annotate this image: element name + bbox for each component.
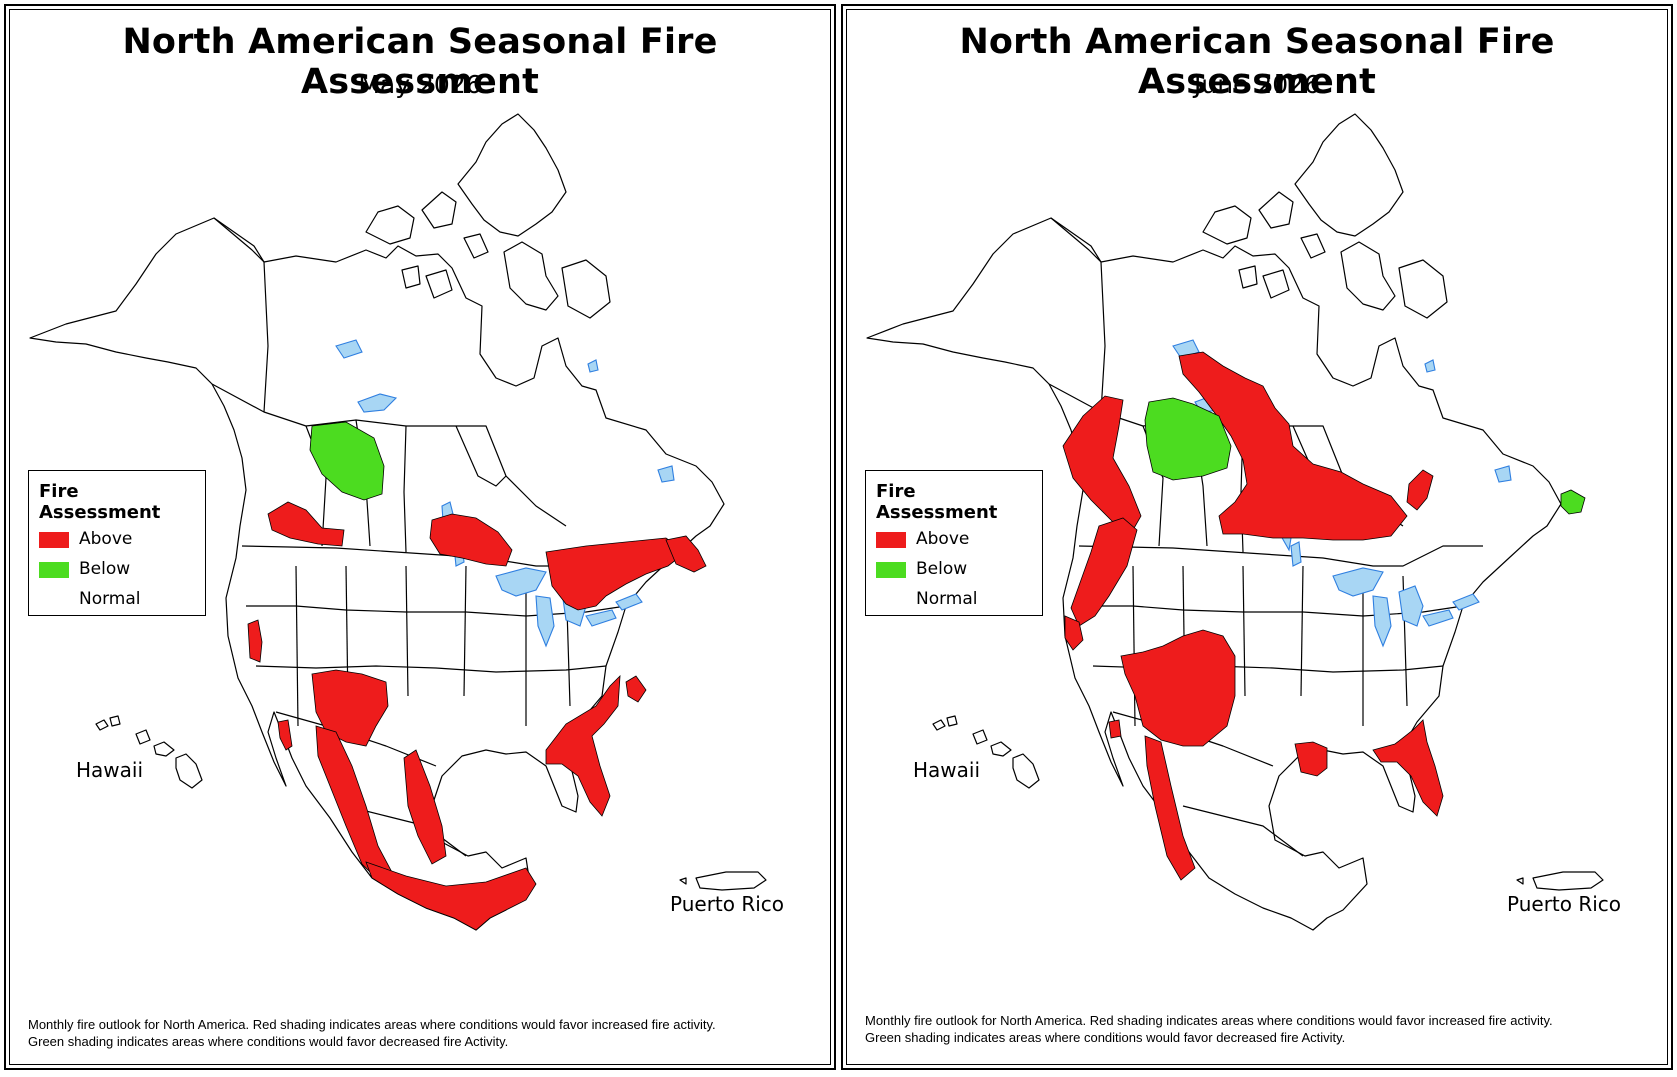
above-region-northern-quebec — [1406, 469, 1434, 511]
below-region-northern-alberta — [1144, 397, 1232, 481]
legend-swatch-below — [876, 562, 906, 578]
above-region-central-california — [247, 619, 263, 663]
legend-label-below: Below — [916, 559, 968, 579]
above-region-southern-bc — [267, 501, 345, 547]
legend-swatch-below — [39, 562, 69, 578]
legend-label-above: Above — [916, 529, 970, 549]
above-region-southern-california — [277, 719, 293, 751]
legend-label-normal: Normal — [79, 589, 141, 609]
above-region-coastal-bc — [1062, 395, 1142, 531]
map-panel-may: North American Seasonal Fire Assessment … — [4, 4, 836, 1070]
above-region-western-mexico — [1144, 735, 1196, 881]
above-region-northern-california — [1064, 615, 1084, 651]
above-region-arizona-new-mexico — [311, 669, 389, 747]
map-panel-june: North American Seasonal Fire Assessment … — [841, 4, 1673, 1070]
label-hawaii: Hawaii — [913, 758, 981, 782]
legend-title: Fire Assessment — [39, 481, 161, 523]
footnote-line-2: Green shading indicates areas where cond… — [28, 1034, 509, 1049]
map-subtitle: May 2026 — [358, 70, 482, 99]
june-map — [866, 113, 1604, 931]
below-region-bc-alberta — [309, 421, 385, 501]
label-puerto-rico: Puerto Rico — [1507, 892, 1622, 916]
footnote: Monthly fire outlook for North America. … — [865, 1012, 1655, 1046]
above-region-pacific-northwest — [1070, 517, 1138, 627]
above-region-utah-arizona-new-mexico — [1120, 629, 1236, 747]
legend-label-below: Below — [79, 559, 131, 579]
above-region-north-carolina — [625, 675, 647, 703]
above-region-southeast-coast — [545, 674, 621, 817]
legend-label-normal: Normal — [916, 589, 978, 609]
legend-label-above: Above — [79, 529, 133, 549]
footnote-line-1: Monthly fire outlook for North America. … — [865, 1013, 1553, 1028]
legend-title: Fire Assessment — [876, 481, 998, 523]
above-region-louisiana — [1294, 741, 1328, 777]
legend: Fire Assessment Above Below Normal — [28, 470, 206, 616]
legend-swatch-above — [876, 532, 906, 548]
footnote: Monthly fire outlook for North America. … — [28, 1016, 818, 1050]
label-puerto-rico: Puerto Rico — [670, 892, 785, 916]
legend-swatch-above — [39, 532, 69, 548]
below-region-newfoundland — [1560, 489, 1586, 515]
map-title: North American Seasonal Fire Assessment — [122, 22, 718, 102]
map-subtitle: June 2026 — [1193, 70, 1320, 99]
above-region-maritimes — [665, 535, 707, 573]
legend: Fire Assessment Above Below Normal — [865, 470, 1043, 616]
may-map — [29, 113, 767, 931]
above-region-central-canada — [1178, 351, 1408, 541]
above-region-southern-manitoba — [429, 513, 513, 567]
above-region-western-mexico — [315, 725, 395, 885]
above-region-florida-georgia — [1372, 719, 1444, 817]
footnote-line-1: Monthly fire outlook for North America. … — [28, 1017, 716, 1032]
footnote-line-2: Green shading indicates areas where cond… — [865, 1030, 1346, 1045]
above-region-eastern-mexico — [403, 749, 447, 865]
map-title: North American Seasonal Fire Assessment — [959, 22, 1555, 102]
above-region-southern-nevada — [1108, 719, 1122, 739]
above-region-ontario-quebec — [545, 537, 687, 611]
label-hawaii: Hawaii — [76, 758, 144, 782]
legend-swatch-normal — [876, 592, 906, 608]
legend-swatch-normal — [39, 592, 69, 608]
above-region-southern-mexico — [365, 861, 537, 931]
